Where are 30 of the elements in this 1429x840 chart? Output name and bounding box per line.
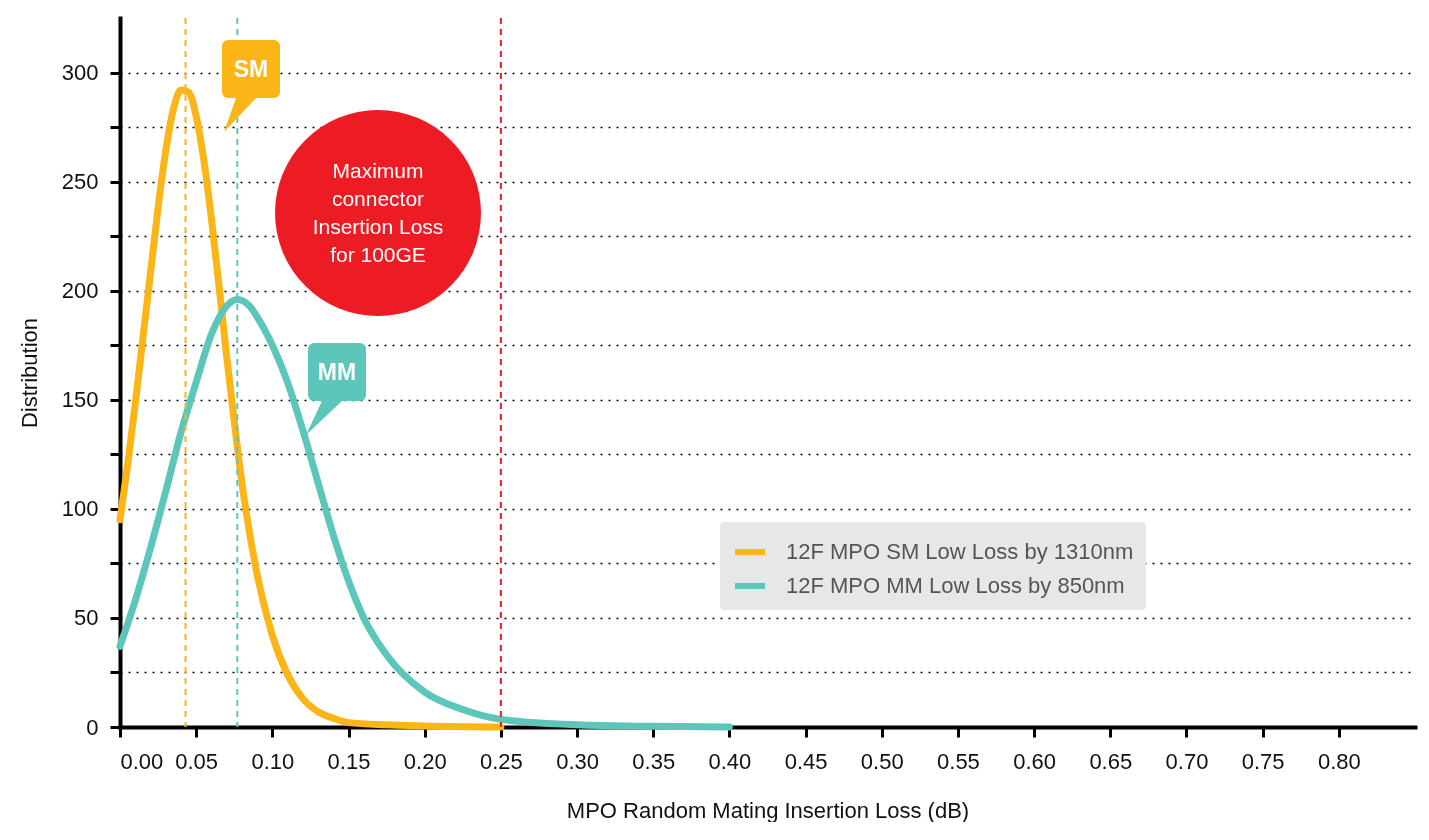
x-tick-label: 0.70 [1165, 748, 1209, 774]
y-tick-label: 100 [61, 496, 99, 522]
legend-label: 12F MPO MM Low Loss by 850nm [786, 573, 1125, 598]
y-tick-label: 250 [61, 169, 99, 195]
x-tick-label: 0.80 [1317, 748, 1361, 774]
x-tick-label: 0.35 [632, 748, 676, 774]
y-tick-label: 200 [61, 278, 99, 304]
y-tick-label: 50 [74, 605, 99, 631]
y-axis-title: Distribution [16, 317, 42, 429]
y-tick-label: 150 [61, 387, 99, 413]
x-tick-label: 0.25 [479, 748, 523, 774]
x-tick-label: 0.15 [327, 748, 371, 774]
x-axis-title: MPO Random Mating Insertion Loss (dB) [566, 797, 970, 823]
x-tick-label: 0.10 [251, 748, 295, 774]
annotation: SM [222, 40, 280, 98]
x-tick-label: 0.45 [784, 748, 828, 774]
x-tick-label: 0.40 [708, 748, 752, 774]
x-tick-label: 0.50 [860, 748, 904, 774]
x-tick-label: 0.05 [175, 748, 219, 774]
x-tick-label: 0.00 [120, 748, 164, 774]
legend-label: 12F MPO SM Low Loss by 1310nm [786, 539, 1134, 564]
y-tick-label: 300 [61, 60, 99, 86]
x-tick-label: 0.75 [1241, 748, 1285, 774]
x-tick-label: 0.60 [1013, 748, 1057, 774]
x-tick-label: 0.65 [1089, 748, 1133, 774]
x-tick-label: 0.30 [556, 748, 599, 774]
annotation: MM [308, 343, 366, 401]
x-tick-label: 0.55 [937, 748, 980, 774]
y-tick-label: 0 [86, 714, 99, 740]
x-tick-label: 0.20 [403, 748, 447, 774]
